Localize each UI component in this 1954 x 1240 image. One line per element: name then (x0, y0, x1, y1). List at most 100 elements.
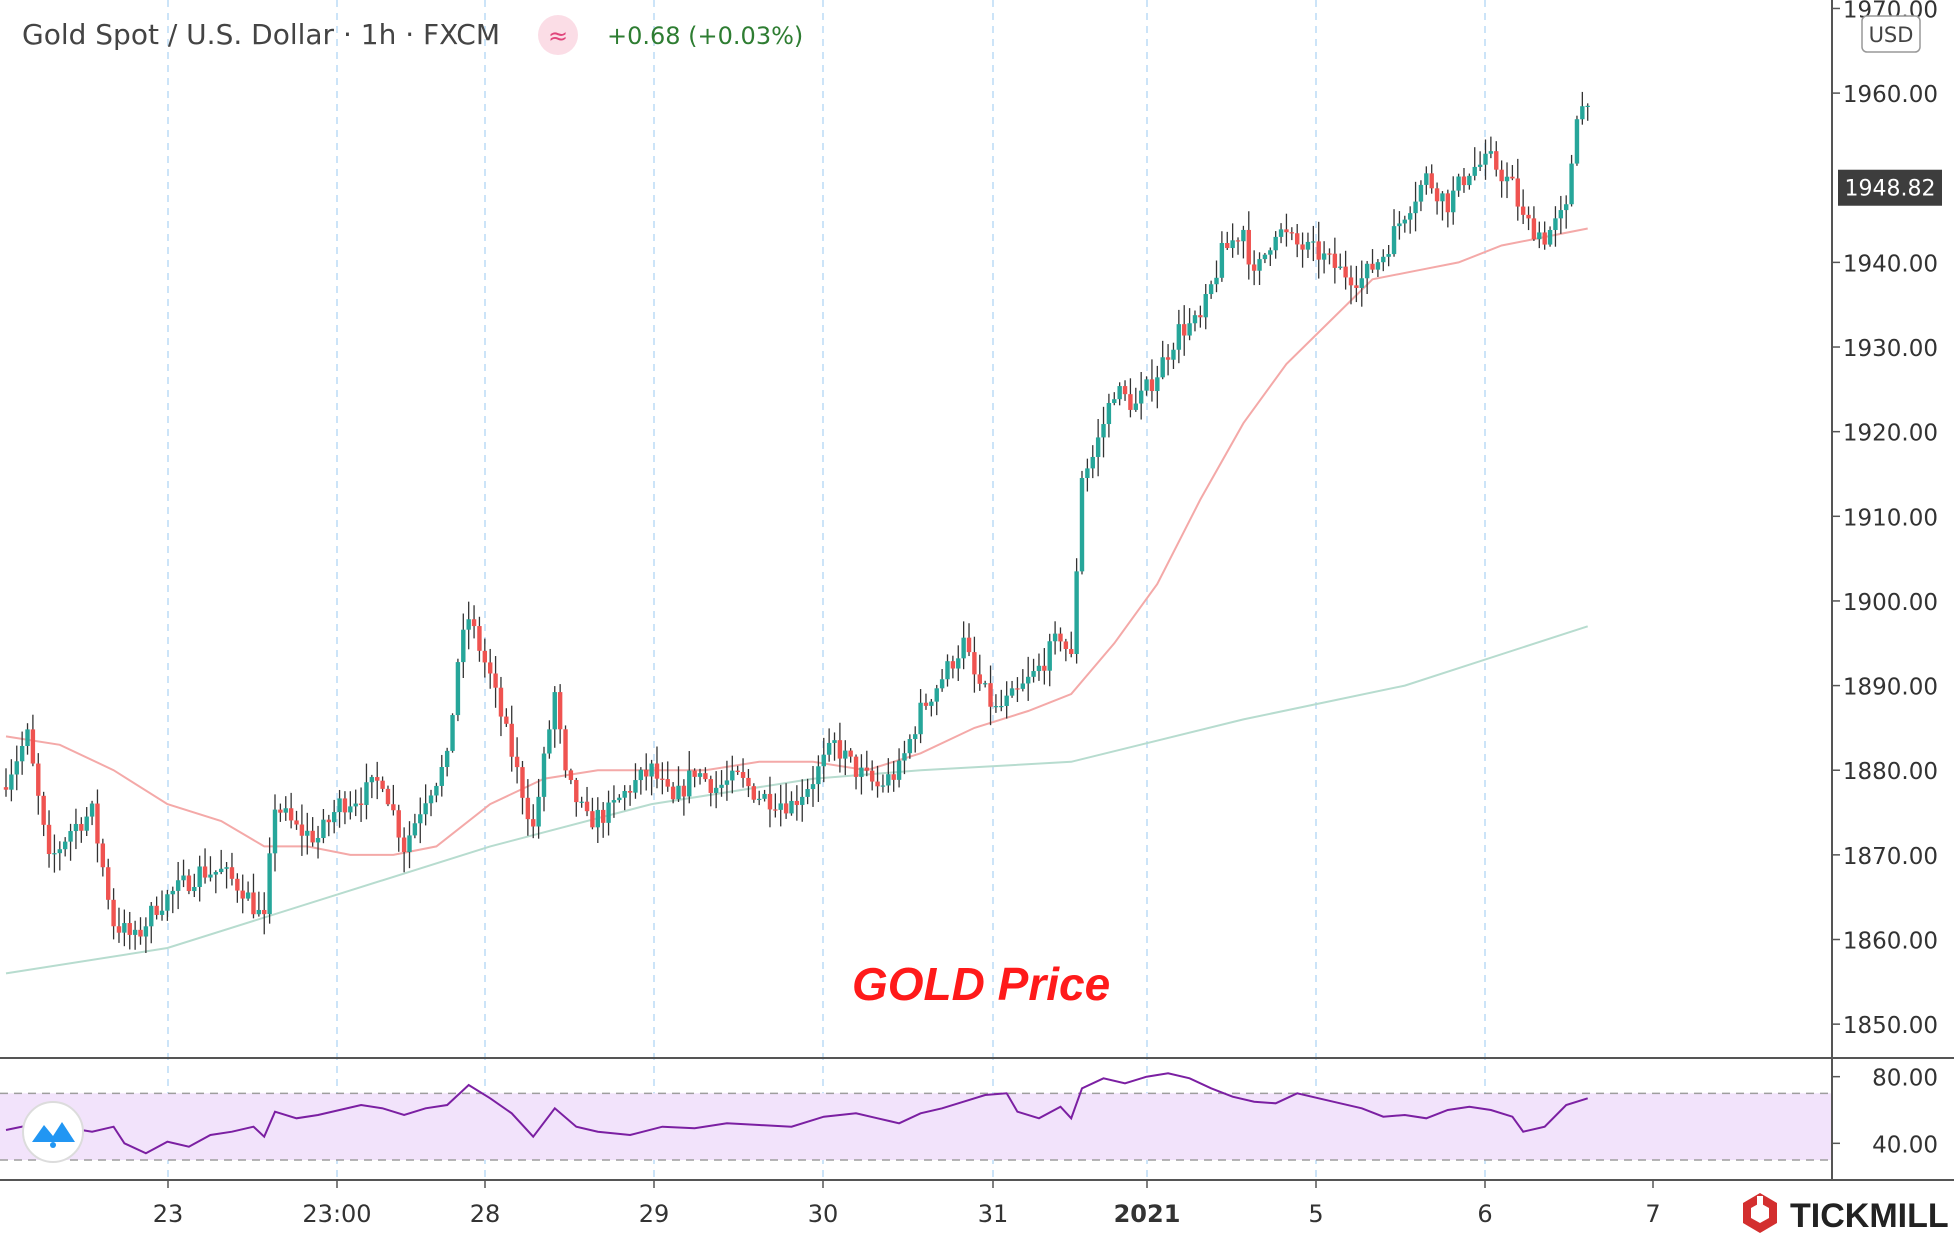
candle (224, 862, 229, 889)
candle (1284, 213, 1289, 247)
candle (584, 786, 590, 817)
candle (1429, 164, 1434, 194)
candle (864, 750, 869, 777)
tradingview-logo[interactable] (22, 1101, 84, 1163)
candle (1499, 160, 1504, 198)
candle (918, 689, 923, 744)
candle (525, 779, 531, 836)
candle (154, 896, 159, 920)
candle (219, 849, 224, 875)
chart-title: Gold Spot / U.S. Dollar · 1h · FXCM (22, 18, 500, 51)
candle (816, 755, 821, 802)
candle (165, 889, 170, 921)
y-tick-label: 1920.00 (1843, 421, 1938, 447)
candle (1251, 250, 1257, 286)
x-tick-label: 31 (978, 1200, 1009, 1228)
candle (412, 813, 418, 839)
candle (800, 779, 805, 822)
candle (1047, 633, 1052, 687)
candle (1187, 308, 1192, 341)
candle (73, 808, 79, 850)
candle (202, 848, 208, 884)
candle (1520, 189, 1526, 225)
candle (1424, 166, 1429, 195)
candle (482, 638, 488, 678)
candle (1160, 340, 1165, 380)
currency-label: USD (1869, 23, 1914, 47)
candle (348, 791, 353, 820)
candle (41, 791, 46, 837)
candle (294, 810, 299, 830)
candle (245, 881, 251, 901)
candle (1058, 627, 1063, 652)
x-tick-label: 29 (639, 1200, 670, 1228)
candle (1085, 458, 1090, 492)
candle (1112, 392, 1117, 406)
y-tick-label: 1850.00 (1843, 1013, 1938, 1039)
candle (493, 656, 498, 708)
candle (1203, 283, 1208, 330)
currency-badge[interactable]: USD (1861, 15, 1921, 53)
candle (1558, 195, 1564, 234)
candle (617, 794, 622, 803)
candle (477, 616, 482, 662)
candle (853, 754, 859, 790)
candle (1564, 195, 1569, 229)
rsi-band (0, 1092, 1832, 1161)
candle (1413, 181, 1418, 232)
candle (439, 754, 444, 797)
candle (1074, 558, 1079, 664)
candle (1402, 215, 1407, 233)
candle (471, 605, 477, 639)
candle (127, 911, 132, 950)
candle (1311, 225, 1316, 262)
x-tick-label: 23:00 (302, 1200, 371, 1228)
last-price-tag: 1948.82 (1838, 169, 1942, 206)
candle (697, 768, 703, 785)
candle (30, 714, 36, 767)
candle (568, 768, 574, 785)
y-tick-label: 1940.00 (1843, 251, 1938, 277)
candle (149, 902, 154, 944)
wave-icon[interactable] (538, 15, 578, 55)
candle (106, 858, 111, 910)
candle (461, 613, 466, 679)
candle (369, 774, 375, 799)
candle (773, 793, 778, 818)
candle (1407, 206, 1413, 234)
candle (450, 713, 455, 753)
candle (956, 645, 961, 681)
candle (843, 740, 848, 776)
candle (1063, 638, 1069, 662)
candle (966, 623, 972, 657)
candle (1133, 387, 1138, 412)
candle (122, 909, 127, 947)
candle (1574, 115, 1580, 166)
candle (498, 676, 504, 737)
candle (1375, 259, 1381, 277)
candle (891, 761, 896, 792)
candle (391, 784, 396, 816)
candle (703, 767, 708, 782)
candle (848, 748, 853, 763)
candle (934, 684, 939, 716)
candle (116, 907, 122, 943)
price-change: +0.68 (+0.03%) (607, 22, 803, 50)
candle (1370, 249, 1375, 273)
candle (574, 777, 579, 817)
candle (627, 785, 633, 806)
indicator-toggle[interactable]: ≈ (538, 15, 578, 55)
candle (654, 746, 660, 789)
candle (681, 779, 687, 816)
candle (600, 802, 606, 838)
candle (1504, 162, 1510, 199)
candle (1026, 656, 1031, 701)
candle (1101, 406, 1106, 458)
candle (1494, 141, 1499, 177)
candle (1440, 191, 1445, 221)
candle (1381, 249, 1386, 272)
candle (192, 873, 197, 898)
candle (175, 861, 181, 910)
candle (353, 789, 358, 817)
